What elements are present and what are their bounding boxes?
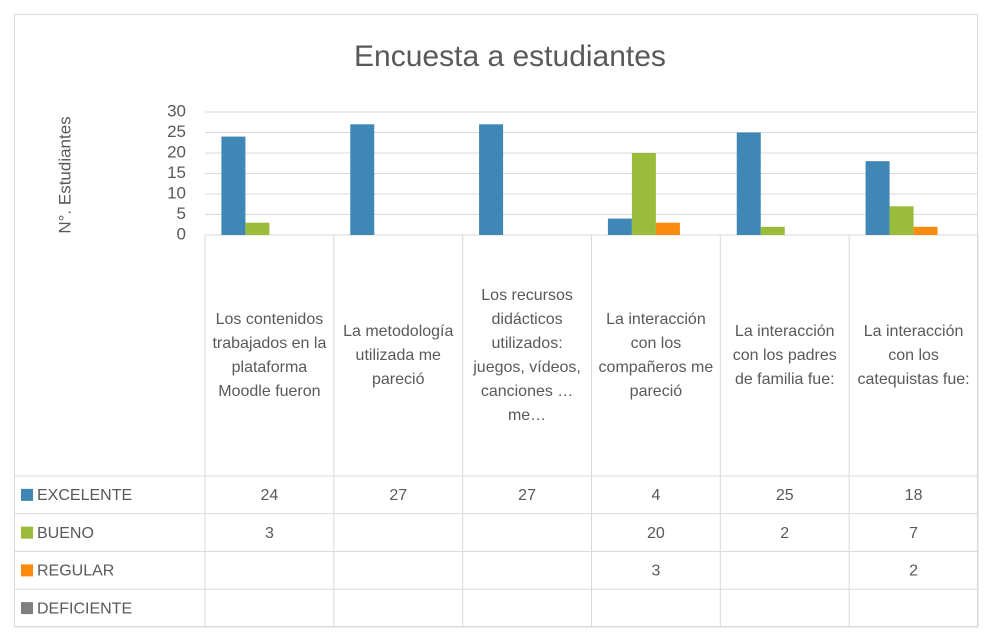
legend-swatch <box>21 526 33 539</box>
y-tick-label: 5 <box>177 204 186 223</box>
y-tick-label: 15 <box>167 163 186 182</box>
bar <box>607 218 632 235</box>
legend-label: REGULAR <box>37 563 114 580</box>
x-tick-label: La interacción con los compañeros me par… <box>598 310 714 400</box>
table-value: 27 <box>518 487 536 504</box>
bar <box>631 153 656 235</box>
x-tick-label: La metodología utilizada me pareció <box>343 322 454 388</box>
table-value: 7 <box>909 525 918 542</box>
y-tick-label: 10 <box>167 183 186 202</box>
table-value: 2 <box>909 563 918 580</box>
bar <box>865 161 890 235</box>
table-value: 20 <box>647 525 665 542</box>
table-value: 2 <box>780 525 789 542</box>
table-value: 4 <box>651 487 660 504</box>
table-value: 25 <box>776 487 794 504</box>
bar <box>350 124 375 235</box>
legend-label: BUENO <box>37 525 94 542</box>
y-tick-label: 30 <box>167 101 186 120</box>
bar <box>913 226 938 235</box>
bar <box>889 206 914 235</box>
table-value: 27 <box>389 487 407 504</box>
legend-swatch <box>21 602 33 615</box>
y-tick-label: 20 <box>167 142 186 161</box>
legend-label: DEFICIENTE <box>37 600 132 617</box>
y-tick-label: 0 <box>177 224 186 243</box>
x-tick-label: Los recursos didácticos utilizados: jueg… <box>473 286 581 424</box>
table-value: 24 <box>261 487 279 504</box>
x-tick-label: La interacción con los catequistas fue: <box>857 322 970 388</box>
x-tick-label: La interacción con los padres de familia… <box>732 322 837 388</box>
bar <box>479 124 504 235</box>
legend-swatch <box>21 488 33 501</box>
y-axis-label: N°. Estudiantes <box>55 116 74 233</box>
bar <box>760 226 785 235</box>
bar <box>736 132 761 235</box>
chart-title: Encuesta a estudiantes <box>354 40 666 73</box>
bar <box>245 222 270 235</box>
bar <box>221 136 246 235</box>
table-value: 3 <box>651 563 660 580</box>
legend-swatch <box>21 564 33 577</box>
bar <box>655 222 680 235</box>
y-tick-label: 25 <box>167 122 186 141</box>
x-tick-label: Los contenidos trabajados en la platafor… <box>212 310 327 400</box>
legend-label: EXCELENTE <box>37 487 132 504</box>
table-value: 18 <box>905 487 923 504</box>
chart-border <box>14 14 978 627</box>
table-value: 3 <box>265 525 274 542</box>
